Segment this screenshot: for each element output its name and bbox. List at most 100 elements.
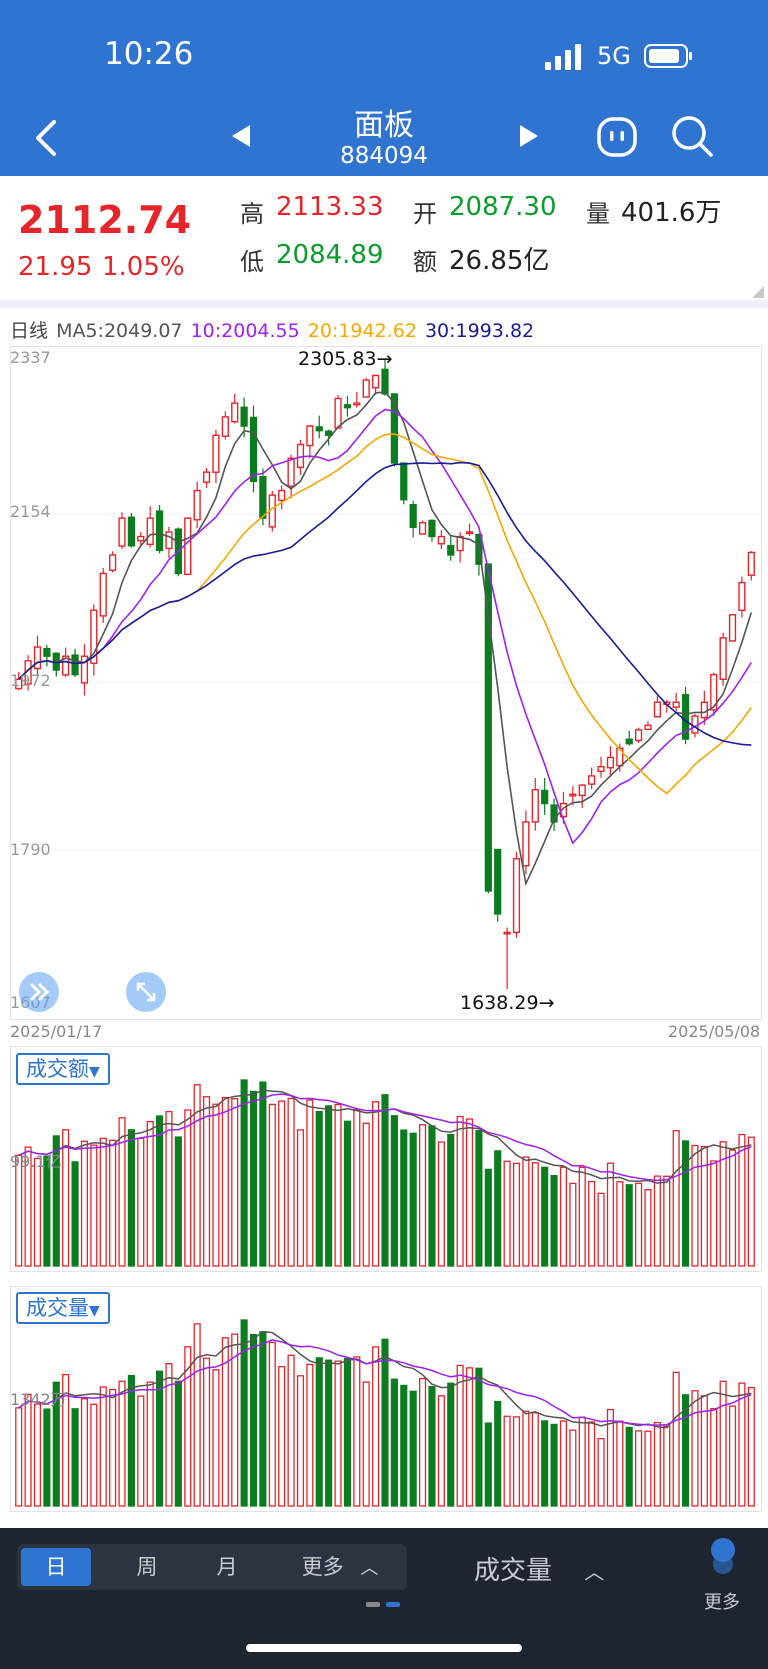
end-date: 2025/05/08: [668, 1022, 761, 1041]
robot-assistant-icon[interactable]: [596, 116, 638, 158]
candle: [99, 572, 107, 617]
candle: [578, 784, 586, 797]
volume-bar: [663, 1175, 671, 1267]
amount-indicator-selector[interactable]: 成交额▼: [16, 1053, 110, 1085]
search-icon[interactable]: [670, 114, 714, 158]
volume-bar: [306, 1099, 314, 1267]
candle: [231, 402, 239, 423]
page-dots-indicator: [366, 1602, 400, 1607]
candle: [512, 858, 521, 934]
bar-ma10-line: [18, 1093, 752, 1182]
back-icon[interactable]: [32, 118, 62, 158]
volume-bar: [559, 1420, 568, 1507]
volume-bar: [400, 1129, 408, 1267]
volume-bar: [390, 1115, 398, 1267]
candle: [541, 789, 549, 805]
candle: [625, 738, 633, 745]
volume-bar: [672, 1130, 680, 1267]
ma10-value: 10:2004.55: [190, 320, 300, 342]
candle: [418, 522, 427, 535]
signal-icon: [545, 44, 581, 70]
high-value: 2113.33: [276, 192, 384, 222]
volume-bar: [118, 1380, 126, 1507]
volume-bar: [484, 1422, 492, 1507]
volume-bar: [212, 1369, 220, 1507]
fast-forward-icon[interactable]: [19, 972, 59, 1012]
fullscreen-icon[interactable]: [126, 972, 166, 1012]
amount-label: 额: [413, 248, 437, 276]
candle: [315, 426, 323, 432]
candle: [325, 430, 333, 436]
more-menu-icon[interactable]: [708, 1536, 738, 1582]
volume-bar: [569, 1429, 577, 1507]
volume-bar: [456, 1115, 464, 1267]
volume-bar: [71, 1161, 79, 1267]
volume-bar: [738, 1382, 746, 1507]
volume-bar: [62, 1373, 70, 1507]
volume-bar: [99, 1386, 107, 1507]
candle: [681, 694, 690, 740]
volume-bar: [390, 1378, 398, 1507]
volume-bar-chart[interactable]: [10, 1286, 760, 1510]
amount-bar-chart[interactable]: [10, 1046, 760, 1270]
volume-bar: [700, 1395, 708, 1507]
volume-bar: [672, 1371, 680, 1507]
chevron-up-icon: ︿: [360, 1558, 379, 1579]
candle: [118, 517, 126, 547]
volume-bar: [221, 1337, 229, 1507]
volume-bar: [635, 1430, 643, 1507]
period-week-tab[interactable]: 周: [136, 1555, 158, 1579]
volume-bar: [43, 1155, 51, 1267]
candle: [634, 729, 643, 742]
prev-stock-icon[interactable]: [232, 125, 252, 147]
status-time: 10:26: [104, 36, 194, 72]
period-day-tab[interactable]: 日: [21, 1548, 91, 1586]
more-menu-label[interactable]: 更多: [704, 1592, 740, 1613]
candle: [700, 701, 708, 719]
volume-bar: [747, 1136, 755, 1267]
volume-bar: [606, 1162, 614, 1267]
volume-bar: [353, 1108, 361, 1267]
volume-bar: [296, 1375, 305, 1507]
volume-bar: [193, 1084, 201, 1267]
volume-bar: [287, 1354, 295, 1507]
volume-bar: [127, 1374, 135, 1507]
volume-indicator-selector[interactable]: 成交量▼: [16, 1292, 110, 1324]
period-more-tab[interactable]: 更多 ︿: [285, 1544, 395, 1590]
candle: [569, 793, 577, 797]
volume-bar: [447, 1133, 455, 1267]
candle: [710, 673, 718, 711]
indicator-label: 成交量: [474, 1556, 553, 1586]
kline-chart-frame[interactable]: [10, 346, 762, 1020]
volume-bar: [259, 1331, 267, 1507]
candle: [137, 535, 145, 542]
volume-bar: [625, 1426, 633, 1507]
indicator-switch[interactable]: 成交量 ︿: [474, 1550, 604, 1587]
candle: [193, 489, 201, 521]
volume-bar: [62, 1129, 70, 1267]
candle: [400, 462, 408, 501]
volume-bar: [428, 1125, 436, 1267]
y-tick-2337: 2337: [10, 348, 51, 367]
volume-bar: [325, 1359, 333, 1507]
candle: [550, 804, 558, 823]
volume-bar: [728, 1149, 737, 1267]
volume-bar: [184, 1109, 192, 1267]
volume-bar: [531, 1412, 539, 1507]
next-stock-icon[interactable]: [518, 125, 538, 147]
kline-chart[interactable]: [10, 346, 760, 1018]
volume-bar: [315, 1357, 323, 1507]
volume-bar: [325, 1105, 333, 1267]
expand-corner-icon[interactable]: [752, 286, 764, 298]
volume-bar: [597, 1192, 605, 1267]
volume-bar: [146, 1120, 154, 1267]
quote-panel: 2112.74 21.95 1.05% 高 2113.33 开 2087.30 …: [0, 176, 768, 300]
volume-bar: [550, 1175, 558, 1267]
amount-chart-frame: [10, 1046, 762, 1272]
ma30-value: 30:1993.82: [424, 320, 535, 342]
volume-selector-label: 成交量: [26, 1296, 89, 1320]
volume-bar: [719, 1380, 727, 1507]
candle: [15, 678, 23, 690]
period-month-tab[interactable]: 月: [216, 1555, 238, 1579]
candle: [343, 404, 352, 409]
